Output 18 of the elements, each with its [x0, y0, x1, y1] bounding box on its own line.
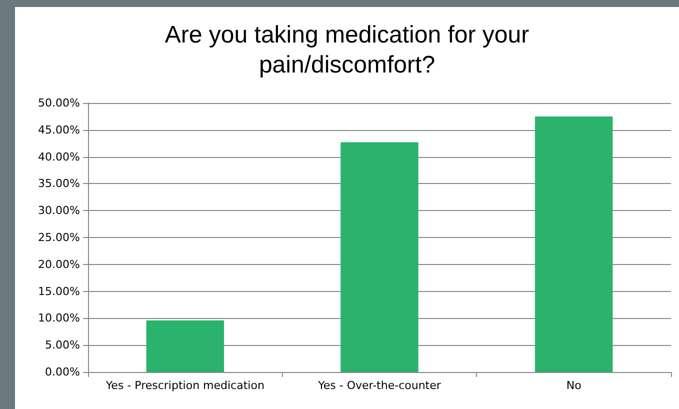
y-tick-label: 10.00% — [38, 312, 80, 325]
y-tick-label: 20.00% — [38, 258, 80, 271]
y-tick-label: 30.00% — [38, 204, 80, 218]
y-tick-label: 15.00% — [38, 284, 80, 298]
y-tick-label: 5.00% — [45, 338, 80, 352]
bar — [146, 320, 224, 372]
y-tick-label: 0.00% — [45, 366, 80, 378]
x-tick-label: Yes - Over-the-counter — [317, 379, 442, 392]
y-tick-label: 35.00% — [38, 177, 80, 190]
y-tick-label: 50.00% — [38, 96, 80, 110]
bar — [340, 142, 418, 372]
y-tick-label: 25.00% — [38, 231, 80, 244]
bar — [534, 116, 613, 372]
y-tick-label: 45.00% — [38, 123, 80, 136]
y-tick-label: 40.00% — [38, 150, 80, 164]
x-tick-label: Yes - Prescription medication — [104, 379, 264, 392]
chart-title: Are you taking medication for your pain/discomfort? — [164, 22, 530, 78]
x-tick-label: No — [566, 379, 582, 392]
